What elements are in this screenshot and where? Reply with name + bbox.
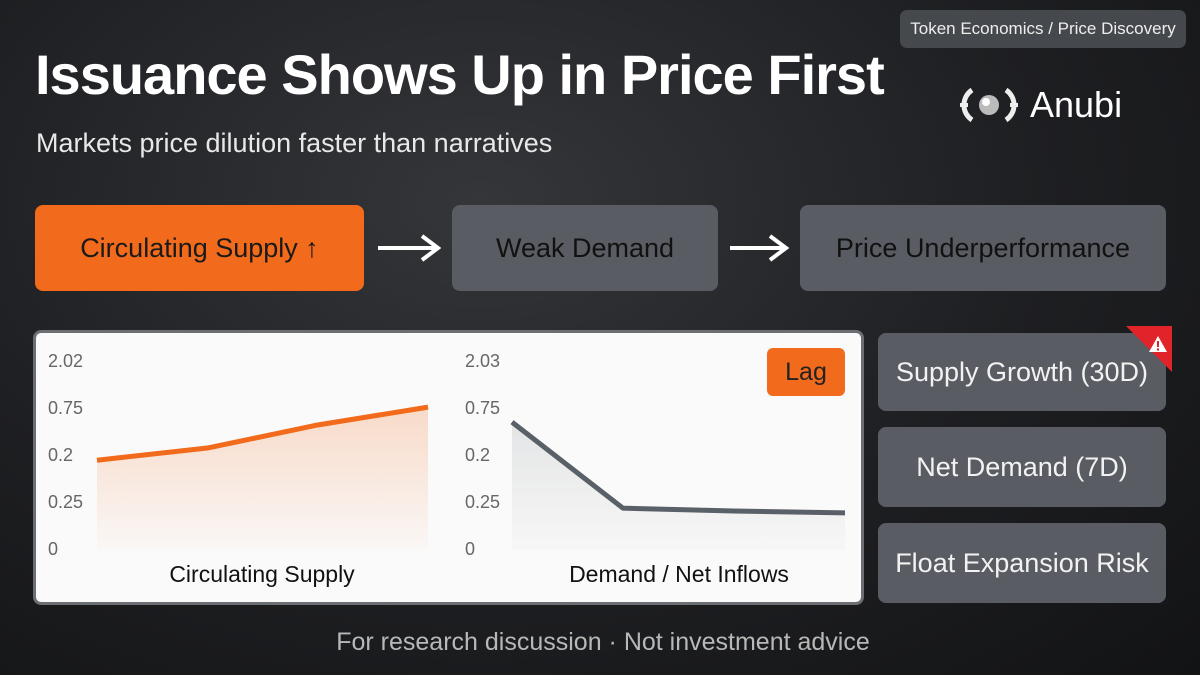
area — [512, 422, 845, 550]
flow-step: Price Underperformance — [800, 205, 1166, 291]
line — [510, 420, 846, 516]
y-tick-label: 0.25 — [48, 492, 83, 512]
y-tick-label: 0 — [465, 539, 475, 559]
y-tick-label: 0.2 — [48, 445, 73, 465]
line — [96, 404, 429, 463]
card: Supply Growth (30D) — [878, 333, 1166, 411]
title: Issuance Shows Up in Price First — [35, 43, 885, 106]
warning-icon — [1126, 326, 1172, 372]
x-axis-label: Demand / Net Inflows — [569, 561, 789, 587]
y-tick-label: 0.25 — [465, 492, 500, 512]
subtitle: Markets price dilution faster than narra… — [36, 128, 553, 158]
x-axis-label: Circulating Supply — [169, 561, 355, 587]
card: Float Expansion Risk — [878, 523, 1166, 603]
flow-step: Circulating Supply ↑ — [35, 205, 364, 291]
y-tick-label: 2.03 — [465, 351, 500, 371]
area — [97, 407, 428, 550]
card: Net Demand (7D) — [878, 427, 1166, 507]
badge: Lag — [767, 348, 845, 396]
y-tick-label: 0.75 — [48, 398, 83, 418]
y-tick-label: 0.75 — [465, 398, 500, 418]
y-tick-label: 2.02 — [48, 351, 83, 371]
y-tick-label: 0.2 — [465, 445, 490, 465]
logo-text: Anubi — [1030, 84, 1123, 125]
tag: Token Economics / Price Discovery — [900, 10, 1186, 48]
y-tick-label: 0 — [48, 539, 58, 559]
arrow — [378, 234, 442, 262]
arrow — [730, 234, 790, 262]
flow-step: Weak Demand — [452, 205, 718, 291]
logo-icon — [960, 87, 1018, 123]
footer: For research discussion · Not investment… — [336, 628, 870, 656]
